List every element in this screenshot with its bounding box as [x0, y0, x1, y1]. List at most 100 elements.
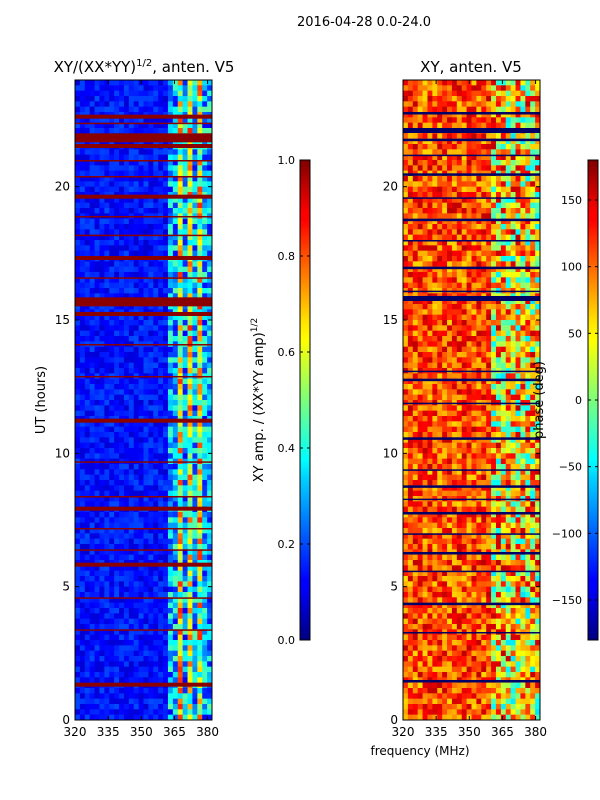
heatmap-cell: [495, 325, 502, 332]
heatmap-cell: [75, 330, 81, 337]
heatmap-cell: [442, 213, 448, 220]
heatmap-cell: [447, 314, 453, 321]
heatmap-cell: [75, 224, 81, 230]
heatmap-cell: [197, 272, 203, 278]
heatmap-cell: [432, 144, 438, 150]
heatmap-cell: [84, 688, 91, 694]
heatmap-cell: [207, 117, 213, 124]
heatmap-cell: [207, 282, 213, 289]
heatmap-cell: [407, 144, 414, 150]
heatmap-cell: [442, 320, 448, 326]
heatmap-cell: [119, 357, 125, 364]
heatmap-cell: [172, 186, 179, 193]
heatmap-cell: [403, 234, 409, 241]
heatmap-cell: [437, 80, 443, 86]
heatmap-cell: [84, 149, 91, 156]
heatmap-cell: [148, 624, 154, 630]
heatmap-cell: [451, 133, 458, 140]
heatmap-cell: [535, 165, 541, 172]
heatmap-cell: [104, 165, 110, 172]
heatmap-cell: [177, 554, 184, 561]
heatmap-cell: [202, 640, 208, 646]
heatmap-cell: [94, 629, 100, 636]
heatmap-cell: [119, 634, 125, 641]
heatmap-cell: [79, 522, 86, 529]
heatmap-cell: [422, 261, 428, 268]
heatmap-cell: [187, 336, 193, 342]
heatmap-cell: [207, 624, 213, 630]
heatmap-cell: [94, 608, 100, 614]
heatmap-cell: [182, 266, 188, 273]
heatmap-cell: [476, 256, 482, 262]
heatmap-cell: [153, 245, 159, 252]
heatmap-cell: [422, 96, 428, 102]
heatmap-cell: [153, 672, 159, 678]
heatmap-cell: [123, 229, 130, 236]
heatmap-cell: [422, 330, 428, 337]
heatmap-cell: [167, 586, 174, 593]
heatmap-cell: [535, 176, 541, 182]
heatmap-cell: [427, 341, 433, 348]
heatmap-cell: [138, 245, 144, 252]
heatmap-cell: [89, 405, 95, 412]
heatmap-cell: [486, 229, 492, 236]
heatmap-cell: [79, 405, 86, 412]
heatmap-cell: [158, 442, 164, 449]
heatmap-cell: [500, 101, 507, 108]
heatmap-cell: [99, 304, 105, 310]
heatmap-cell: [417, 282, 423, 289]
heatmap-cell: [104, 496, 110, 502]
heatmap-cell: [530, 352, 536, 358]
heatmap-cell: [530, 362, 536, 369]
heatmap-cell: [437, 272, 443, 278]
heatmap-cell: [119, 330, 125, 337]
heatmap-cell: [471, 309, 477, 316]
heatmap-cell: [530, 298, 536, 305]
heatmap-cell: [422, 165, 428, 172]
heatmap-cell: [192, 197, 198, 204]
heatmap-cell: [197, 261, 203, 268]
heatmap-cell: [535, 266, 541, 273]
heatmap-cell: [427, 298, 433, 305]
flag-band: [75, 160, 212, 162]
heatmap-cell: [432, 266, 438, 273]
heatmap-cell: [412, 80, 419, 86]
heatmap-cell: [407, 282, 414, 289]
heatmap-cell: [432, 138, 438, 145]
heatmap-cell: [407, 330, 414, 337]
heatmap-cell: [172, 549, 179, 556]
heatmap-cell: [427, 138, 433, 145]
heatmap-cell: [187, 469, 193, 476]
heatmap-cell: [79, 421, 86, 428]
flag-band: [75, 528, 212, 530]
heatmap-cell: [84, 346, 91, 353]
heatmap-cell: [133, 101, 140, 108]
heatmap-cell: [510, 256, 516, 262]
heatmap-cell: [99, 522, 105, 529]
heatmap-cell: [167, 357, 174, 364]
heatmap-cell: [491, 101, 497, 108]
heatmap-cell: [99, 266, 105, 273]
heatmap-cell: [172, 496, 179, 502]
heatmap-cell: [109, 570, 115, 577]
heatmap-cell: [466, 266, 472, 273]
heatmap-cell: [104, 368, 110, 374]
heatmap-cell: [167, 602, 174, 609]
heatmap-cell: [447, 325, 453, 332]
heatmap-cell: [148, 538, 154, 545]
heatmap-cell: [75, 512, 81, 518]
heatmap-cell: [177, 80, 184, 86]
heatmap-cell: [486, 234, 492, 241]
heatmap-cell: [515, 208, 521, 214]
heatmap-cell: [114, 117, 120, 124]
heatmap-cell: [167, 640, 174, 646]
heatmap-cell: [177, 229, 184, 236]
heatmap-cell: [104, 261, 110, 268]
heatmap-cell: [148, 634, 154, 641]
heatmap-cell: [158, 709, 164, 716]
heatmap-cell: [403, 330, 409, 337]
heatmap-cell: [442, 336, 448, 342]
heatmap-cell: [163, 437, 169, 444]
heatmap-cell: [79, 330, 86, 337]
heatmap-cell: [192, 181, 198, 188]
